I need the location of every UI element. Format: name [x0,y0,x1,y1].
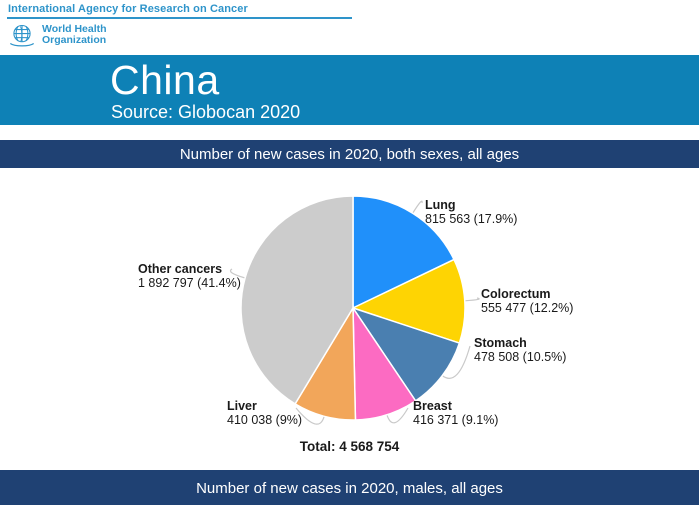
section-banner-both-sexes-label: Number of new cases in 2020, both sexes,… [179,145,520,163]
who-line1: World Health [42,22,107,35]
country-name-title: China [110,57,220,103]
leader-line-stomach [441,345,471,379]
iarc-agency-title: International Agency for Research on Can… [8,3,248,15]
who-wordmark: World Health Organization [42,22,107,46]
slice-label-liver-value: 410 038 (9%) [227,413,303,427]
data-source-label: Source: Globocan 2020 [111,102,301,122]
slice-label-lung-value: 815 563 (17.9%) [425,212,518,226]
spacer [0,125,699,140]
section-banner-males-label: Number of new cases in 2020, males, all … [196,480,503,497]
slice-label-other-cancers-name: Other cancers [138,262,223,276]
section-banner-both-sexes: Number of new cases in 2020, both sexes,… [0,140,699,168]
slice-label-liver: Liver 410 038 (9%) [227,399,302,427]
pie-slice-lung[interactable] [352,195,455,310]
slice-label-lung: Lung 815 563 (17.9%) [425,198,517,226]
site-header: International Agency for Research on Can… [0,0,699,55]
slice-label-other-cancers: Other cancers 1 892 797 (41.4%) [138,262,241,290]
slice-label-breast-value: 416 371 (9.1%) [413,413,499,427]
header-divider [7,17,352,19]
slice-label-liver-name: Liver [227,399,257,413]
slice-label-stomach-name: Stomach [474,336,527,350]
leader-line-lung [412,200,423,214]
leader-line-liver [295,407,325,425]
slice-label-stomach: Stomach 478 508 (10.5%) [474,336,566,364]
slice-label-breast-name: Breast [413,399,452,413]
slice-label-stomach-value: 478 508 (10.5%) [474,350,567,364]
slice-label-colorectum: Colorectum 555 477 (12.2%) [481,287,573,315]
slice-label-breast: Breast 416 371 (9.1%) [413,399,498,427]
who-logo-icon [9,24,35,47]
pie-slice-colorectum[interactable] [350,258,466,345]
country-title-banner: China Source: Globocan 2020 [0,55,699,125]
who-line2: Organization [42,33,107,46]
total-cases-label: Total: 4 568 754 [299,439,400,454]
pie-chart-section: Lung 815 563 (17.9%) Colorectum 555 477 … [0,168,699,470]
slice-label-colorectum-name: Colorectum [481,287,551,301]
leader-line-other-cancers [229,268,246,279]
slice-label-colorectum-value: 555 477 (12.2%) [481,301,574,315]
leader-line-colorectum [464,297,480,302]
slice-label-other-cancers-value: 1 892 797 (41.4%) [138,276,241,290]
leader-line-breast [386,407,409,424]
section-banner-males: Number of new cases in 2020, males, all … [0,470,699,505]
pie-slice-stomach[interactable] [351,306,461,402]
who-logo-block: World Health Organization [7,21,107,48]
slice-label-lung-name: Lung [425,198,456,212]
pie-slice-other-cancers[interactable] [240,195,354,405]
new-cases-pie-chart [229,195,480,425]
